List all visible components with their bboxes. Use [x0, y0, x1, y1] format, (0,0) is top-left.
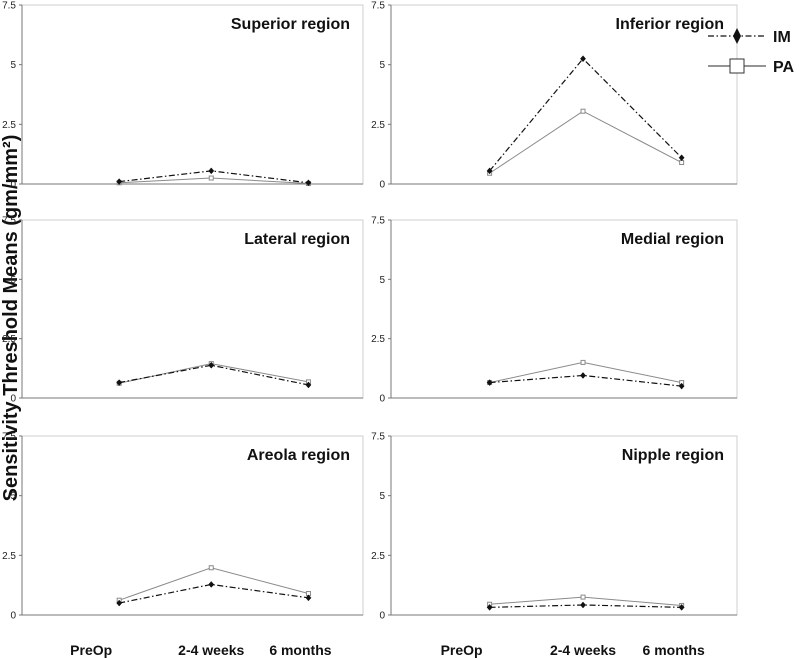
legend: IM PA	[708, 28, 794, 76]
series-line-pa	[489, 361, 682, 384]
panel-title: Inferior region	[616, 16, 724, 33]
data-point-im	[678, 154, 685, 162]
data-point-pa	[208, 175, 214, 181]
series-line-im	[119, 583, 309, 604]
data-point-im	[580, 601, 586, 609]
panel-title: Areola region	[247, 447, 350, 464]
data-point-im	[580, 55, 586, 63]
y-tick-label: 7.5	[2, 1, 16, 12]
panel-areola-region: 0 2.5 5 7.5 Areola region	[2, 432, 364, 622]
data-point-im	[116, 379, 123, 386]
panel-nipple-region: 0 2.5 5 7.5 Nipple region	[371, 432, 738, 622]
panel-title: Nipple region	[622, 447, 724, 464]
legend-marker-diamond	[733, 28, 741, 44]
legend-marker-square	[729, 58, 745, 74]
data-point-im	[208, 581, 215, 588]
series-line-pa	[119, 363, 309, 384]
series-line-im	[489, 57, 683, 172]
y-tick-label: 5	[379, 491, 385, 502]
data-point-pa	[580, 359, 586, 365]
x-tick-label: 6 months	[643, 642, 705, 658]
y-tick-label: 2.5	[2, 120, 16, 131]
series-line-pa	[489, 596, 682, 606]
panel-lateral-region: 0 2.5 5 7.5 Lateral region	[2, 216, 364, 405]
panel-inferior-region: 0 2.5 5 7.5 Inferior region	[371, 1, 738, 191]
x-tick-label: 2-4 weeks	[178, 642, 244, 658]
y-tick-label: 0	[10, 611, 16, 622]
data-point-im	[486, 379, 493, 386]
y-tick-label: 7.5	[2, 216, 16, 227]
data-point-im	[486, 167, 493, 175]
legend-item-im: IM	[708, 28, 791, 46]
y-tick-label: 0	[10, 394, 16, 405]
series-line-im	[119, 364, 309, 386]
y-tick-label: 2.5	[371, 120, 385, 131]
y-tick-label: 7.5	[371, 432, 385, 443]
chart-panels: 0 2.5 5 7.5 Superior region 0 2.5 5 7.5 Inferior …	[2, 1, 738, 622]
legend-item-pa: PA	[708, 58, 794, 76]
series-line-pa	[489, 110, 682, 174]
x-tick-label: PreOp	[70, 642, 112, 658]
y-tick-label: 0	[379, 611, 385, 622]
x-axis-categories: PreOp 2-4 weeks 6 months PreOp 2-4 weeks 6 mo…	[70, 642, 705, 658]
data-point-im	[116, 178, 123, 185]
data-point-im	[208, 167, 215, 175]
x-tick-label: 2-4 weeks	[550, 642, 616, 658]
data-point-im	[678, 382, 685, 390]
data-point-im	[305, 381, 312, 389]
series-line-im	[489, 374, 682, 387]
panel-superior-region: 0 2.5 5 7.5 Superior region	[2, 1, 364, 191]
y-axis-label: Sensitivity Threshold Means (gm/mm²)	[0, 135, 22, 502]
y-tick-label: 2.5	[371, 334, 385, 345]
y-tick-label: 2.5	[2, 334, 16, 345]
y-tick-label: 5	[379, 275, 385, 286]
y-tick-label: 5	[379, 60, 385, 71]
panel-title: Superior region	[231, 16, 350, 33]
legend-label: PA	[773, 59, 794, 76]
data-point-im	[678, 603, 685, 611]
y-tick-label: 5	[10, 60, 16, 71]
y-tick-label: 7.5	[371, 1, 385, 12]
data-point-im	[116, 599, 123, 607]
y-tick-label: 0	[379, 394, 385, 405]
data-point-im	[208, 361, 215, 369]
y-tick-label: 7.5	[2, 432, 16, 443]
data-point-pa	[580, 594, 586, 600]
x-tick-label: PreOp	[441, 642, 483, 658]
data-point-pa	[580, 108, 586, 114]
y-tick-label: 0	[10, 180, 16, 191]
panel-title: Medial region	[621, 231, 724, 248]
y-tick-label: 0	[379, 180, 385, 191]
data-point-pa	[208, 565, 214, 571]
y-tick-label: 7.5	[371, 216, 385, 227]
data-point-im	[305, 179, 312, 187]
legend-label: IM	[773, 29, 791, 46]
y-tick-label: 5	[10, 275, 16, 286]
y-tick-label: 2.5	[2, 551, 16, 562]
panel-title: Lateral region	[244, 231, 350, 248]
data-point-im	[580, 372, 586, 379]
series-line-pa	[119, 567, 309, 601]
y-tick-label: 2.5	[371, 551, 385, 562]
panel-medial-region: 0 2.5 5 7.5 Medial region	[371, 216, 738, 405]
y-tick-label: 5	[10, 491, 16, 502]
x-tick-label: 6 months	[269, 642, 331, 658]
data-point-im	[305, 594, 312, 602]
data-point-im	[486, 603, 493, 611]
